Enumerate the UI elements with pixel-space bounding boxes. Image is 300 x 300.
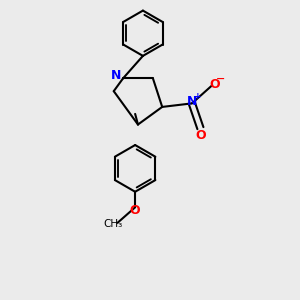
Text: N: N — [111, 69, 121, 82]
Text: O: O — [209, 78, 220, 91]
Text: N: N — [187, 95, 197, 109]
Text: O: O — [130, 204, 140, 217]
Text: O: O — [195, 129, 206, 142]
Text: CH₃: CH₃ — [103, 219, 123, 229]
Text: +: + — [194, 92, 201, 101]
Text: −: − — [216, 74, 226, 84]
